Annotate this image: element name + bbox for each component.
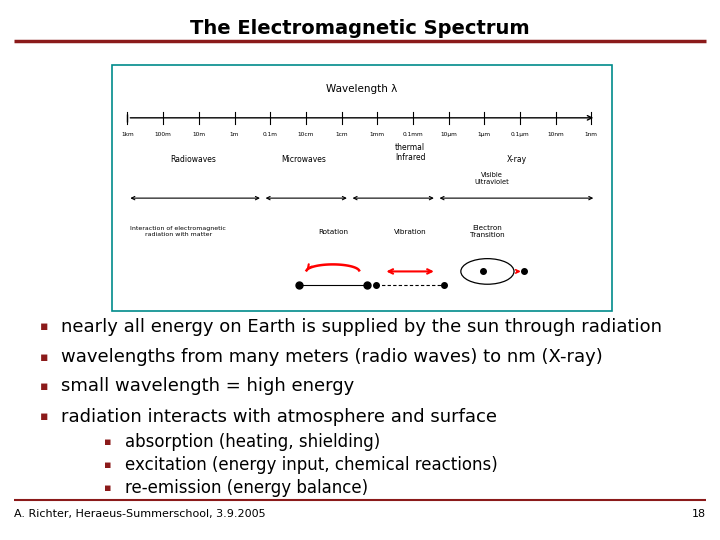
Text: re-emission (energy balance): re-emission (energy balance) <box>125 479 368 497</box>
Text: 1km: 1km <box>121 132 134 137</box>
Text: ▪: ▪ <box>104 483 112 493</box>
Text: 10nm: 10nm <box>547 132 564 137</box>
Text: 0.1mm: 0.1mm <box>402 132 423 137</box>
Text: ▪: ▪ <box>104 437 112 447</box>
Text: absorption (heating, shielding): absorption (heating, shielding) <box>125 433 380 451</box>
Text: A. Richter, Heraeus-Summerschool, 3.9.2005: A. Richter, Heraeus-Summerschool, 3.9.20… <box>14 509 266 519</box>
Text: ▪: ▪ <box>104 461 112 470</box>
Text: 1m: 1m <box>230 132 239 137</box>
Text: 0.1μm: 0.1μm <box>510 132 529 137</box>
Text: X-ray: X-ray <box>506 155 526 164</box>
Text: 1μm: 1μm <box>477 132 491 137</box>
Text: wavelengths from many meters (radio waves) to nm (X-ray): wavelengths from many meters (radio wave… <box>61 348 603 367</box>
Text: ▪: ▪ <box>40 320 48 333</box>
Text: ▪: ▪ <box>40 410 48 423</box>
Text: 100m: 100m <box>155 132 171 137</box>
Text: Vibration: Vibration <box>394 229 426 235</box>
Bar <box>112 65 612 310</box>
Text: 10m: 10m <box>192 132 205 137</box>
Text: The Electromagnetic Spectrum: The Electromagnetic Spectrum <box>190 19 530 38</box>
Text: 18: 18 <box>691 509 706 519</box>
Text: 1mm: 1mm <box>369 132 384 137</box>
Text: Interaction of electromagnetic
radiation with matter: Interaction of electromagnetic radiation… <box>130 226 226 237</box>
Text: Wavelength λ: Wavelength λ <box>326 84 397 94</box>
Text: Radiowaves: Radiowaves <box>170 155 216 164</box>
Text: 10μm: 10μm <box>440 132 457 137</box>
Text: excitation (energy input, chemical reactions): excitation (energy input, chemical react… <box>125 456 498 475</box>
Text: Visible
Ultraviolet: Visible Ultraviolet <box>475 172 510 185</box>
Text: thermal
Infrared: thermal Infrared <box>395 143 426 163</box>
Text: 1nm: 1nm <box>585 132 598 137</box>
Text: 10cm: 10cm <box>297 132 314 137</box>
Text: Rotation: Rotation <box>318 229 348 235</box>
Text: 0.1m: 0.1m <box>263 132 278 137</box>
Text: radiation interacts with atmosphere and surface: radiation interacts with atmosphere and … <box>61 408 498 426</box>
Text: Microwaves: Microwaves <box>282 155 326 164</box>
Text: small wavelength = high energy: small wavelength = high energy <box>61 377 354 395</box>
Text: ▪: ▪ <box>40 351 48 364</box>
Text: Electron
Transition: Electron Transition <box>470 225 505 238</box>
Text: 1cm: 1cm <box>336 132 348 137</box>
Text: ▪: ▪ <box>40 380 48 393</box>
Text: nearly all energy on Earth is supplied by the sun through radiation: nearly all energy on Earth is supplied b… <box>61 318 662 336</box>
